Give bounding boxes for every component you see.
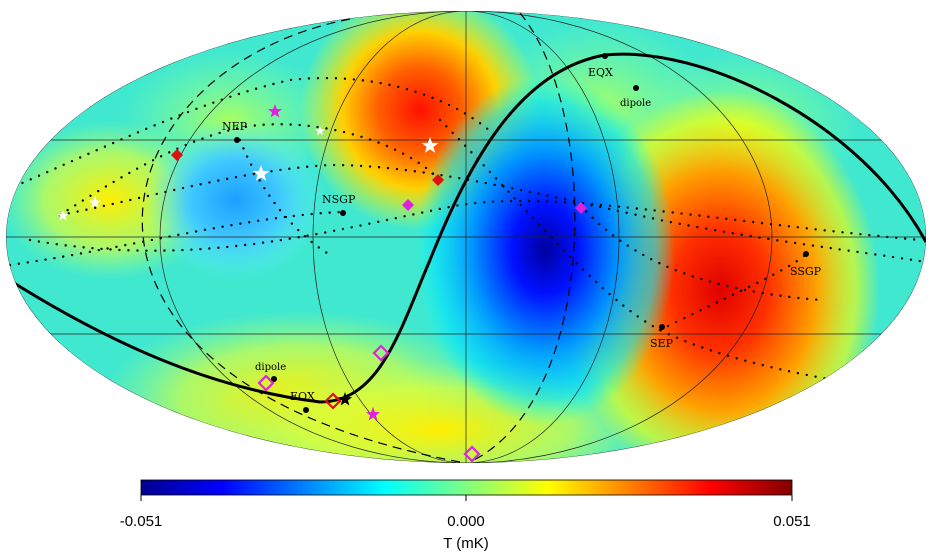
dot-icon [659,324,665,330]
dot-icon [303,407,309,413]
label-dipole-top: dipole [620,98,651,109]
diamond-icon [171,149,183,161]
star-icon [421,137,439,153]
diamond-icon [463,445,481,463]
dot-icon [803,251,809,257]
label-ssgp: SSGP [790,265,822,278]
dot-icon [271,376,277,382]
label-eqx-top: EQX [588,66,613,79]
dot-icon [340,210,346,216]
map-labels: EQX dipole NEP NSGP SSGP SEP dipole EQX [222,66,822,403]
dotted-curves [6,76,926,392]
star-icon [365,407,381,421]
temperature-field [6,11,926,463]
dashed-ecliptic-curve [141,12,576,463]
star-icon [315,126,325,136]
diamond-icon [575,202,587,214]
diamond-icon [372,344,390,362]
star-icon [88,196,102,208]
diamond-icon [402,199,414,211]
colorbar-min-label: -0.051 [120,513,163,530]
star-icon [267,104,283,118]
marker-layer [57,53,809,463]
colorbar: -0.051 0.000 0.051 T (mK) [120,479,811,552]
label-nep: NEP [222,120,248,133]
colorbar-title: T (mK) [443,535,489,552]
label-sep: SEP [650,337,674,350]
colorbar-gradient [140,479,793,496]
dot-icon [602,53,608,59]
label-dipole-bottom: dipole [255,362,286,373]
star-icon [57,210,69,221]
star-icon [337,392,353,406]
diamond-icon [432,174,444,186]
dot-icon [633,85,639,91]
diamond-icon [257,374,275,392]
star-icon [252,165,270,181]
celestial-equator-curve [6,52,926,404]
label-nsgp: NSGP [322,193,356,206]
colorbar-max-label: 0.051 [773,513,811,530]
dot-icon [234,137,240,143]
colorbar-mid-label: 0.000 [447,513,485,530]
label-eqx-bottom: EQX [290,390,315,403]
diamond-icon [324,392,342,410]
